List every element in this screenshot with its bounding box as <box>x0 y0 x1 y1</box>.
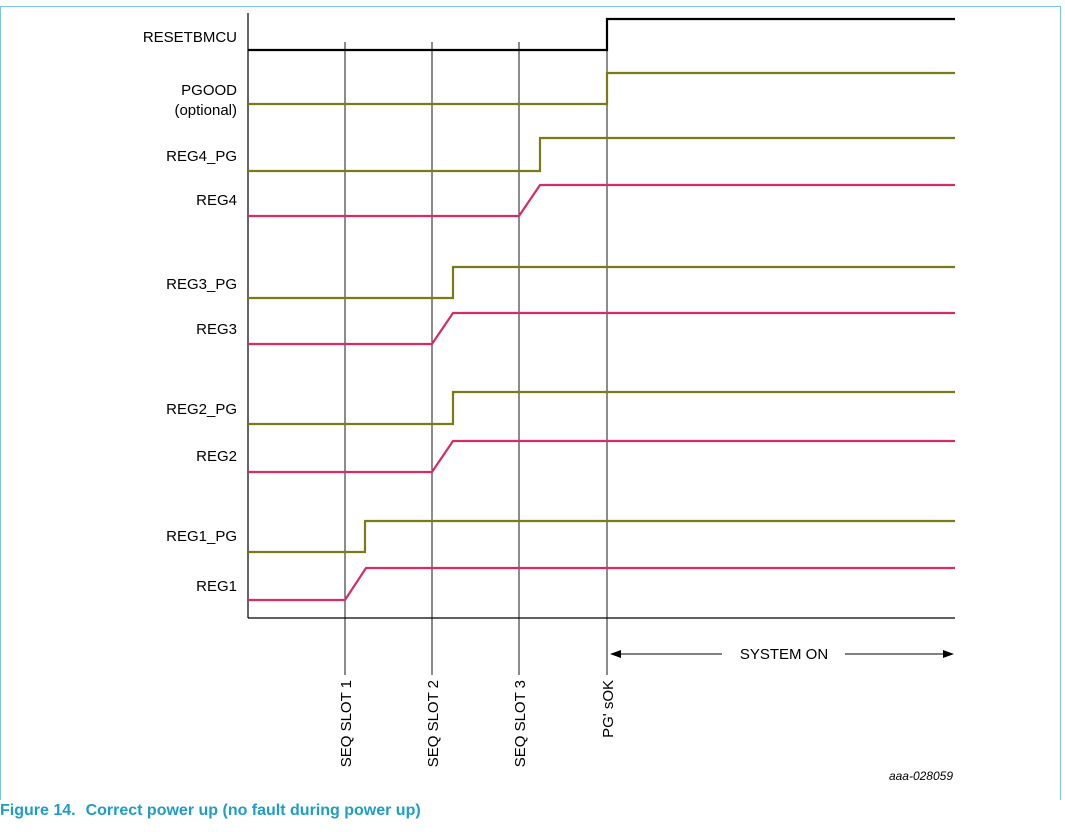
label-reg3-pg: REG3_PG <box>166 276 237 293</box>
marker-label-seq-slot-3: SEQ SLOT 3 <box>512 680 529 767</box>
label-reg3: REG3 <box>196 321 237 338</box>
system-on-label: SYSTEM ON <box>740 646 828 663</box>
label-resetbmcu: RESETBMCU <box>143 29 237 46</box>
label-reg4: REG4 <box>196 192 237 209</box>
figure-title: Correct power up (no fault during power … <box>85 802 421 819</box>
system-on-arrowhead-left <box>610 650 621 658</box>
marker-label-pgs-ok: PG' sOK <box>600 680 617 738</box>
label-reg4-pg: REG4_PG <box>166 148 237 165</box>
reg4-pg-trace <box>248 136 955 173</box>
label-reg1: REG1 <box>196 578 237 595</box>
reg3-trace <box>248 311 955 346</box>
label-reg2-pg: REG2_PG <box>166 401 237 418</box>
resetbmcu-trace <box>248 17 955 52</box>
label-pgood: PGOOD <box>181 82 237 99</box>
reg1-pg-trace <box>248 519 955 554</box>
reg2-trace <box>248 439 955 474</box>
label-pgood-optional: (optional) <box>174 102 237 119</box>
reg1-trace <box>248 566 955 602</box>
figure-number: Figure 14. <box>0 802 76 819</box>
label-reg2: REG2 <box>196 448 237 465</box>
marker-label-seq-slot-1: SEQ SLOT 1 <box>338 680 355 767</box>
reg4-trace <box>248 183 955 218</box>
reg2-pg-trace <box>248 390 955 426</box>
figure-id: aaa-028059 <box>889 769 953 783</box>
pgood-trace <box>248 71 955 106</box>
marker-label-seq-slot-2: SEQ SLOT 2 <box>425 680 442 767</box>
system-on-arrowhead-right <box>943 650 954 658</box>
figure-caption: Figure 14. Correct power up (no fault dur… <box>0 802 431 820</box>
label-reg1-pg: REG1_PG <box>166 528 237 545</box>
reg3-pg-trace <box>248 265 955 300</box>
